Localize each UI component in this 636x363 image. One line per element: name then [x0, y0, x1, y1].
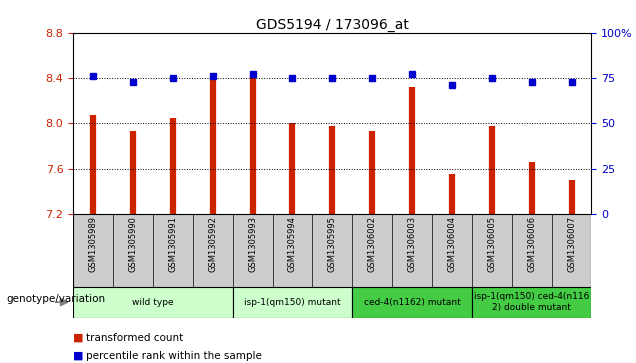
Bar [233, 287, 352, 318]
Text: transformed count: transformed count [86, 333, 183, 343]
Text: ced-4(n1162) mutant: ced-4(n1162) mutant [364, 298, 460, 307]
Text: GSM1306007: GSM1306007 [567, 216, 576, 273]
Text: GSM1305989: GSM1305989 [88, 216, 97, 272]
Text: GSM1306004: GSM1306004 [448, 216, 457, 272]
Text: GSM1305992: GSM1305992 [208, 216, 217, 272]
Text: ■: ■ [73, 351, 84, 361]
Bar [472, 287, 591, 318]
Text: percentile rank within the sample: percentile rank within the sample [86, 351, 262, 361]
Text: GSM1306003: GSM1306003 [408, 216, 417, 273]
Text: GSM1306006: GSM1306006 [527, 216, 536, 273]
Text: isp-1(qm150) ced-4(n116
2) double mutant: isp-1(qm150) ced-4(n116 2) double mutant [474, 293, 590, 312]
Text: GSM1306002: GSM1306002 [368, 216, 377, 272]
Text: wild type: wild type [132, 298, 174, 307]
Text: GSM1305991: GSM1305991 [169, 216, 177, 272]
Bar [352, 287, 472, 318]
Text: ■: ■ [73, 333, 84, 343]
Text: genotype/variation: genotype/variation [6, 294, 106, 303]
Text: GSM1305995: GSM1305995 [328, 216, 337, 272]
Title: GDS5194 / 173096_at: GDS5194 / 173096_at [256, 18, 409, 32]
Text: GSM1306005: GSM1306005 [487, 216, 496, 272]
Text: GSM1305993: GSM1305993 [248, 216, 257, 272]
Bar [73, 287, 233, 318]
Text: isp-1(qm150) mutant: isp-1(qm150) mutant [244, 298, 341, 307]
Text: GSM1305990: GSM1305990 [128, 216, 137, 272]
Text: GSM1305994: GSM1305994 [288, 216, 297, 272]
